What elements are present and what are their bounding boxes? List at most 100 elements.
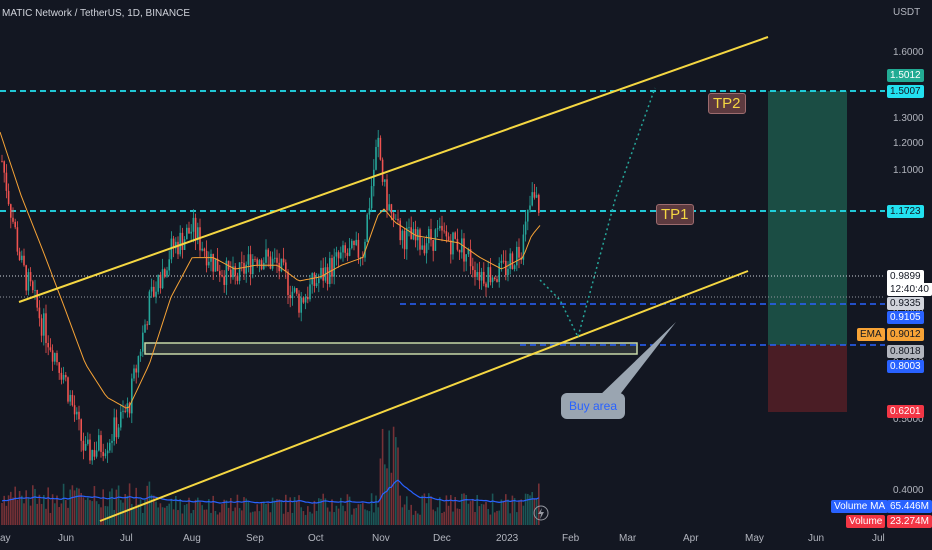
candle-body <box>225 260 228 285</box>
price-tag-last: 0.9899 <box>887 270 924 283</box>
candle-body <box>135 368 137 373</box>
volume-bar <box>436 507 439 525</box>
volume-bar <box>78 488 80 525</box>
candle-body <box>98 435 100 451</box>
volume-bar <box>445 495 448 525</box>
volume-bar <box>357 504 360 525</box>
candle-body <box>157 274 159 292</box>
volume-bar <box>161 507 164 525</box>
buy-area-callout[interactable]: Buy area <box>561 393 626 419</box>
volume-bar <box>148 481 151 525</box>
stop-zone <box>768 345 847 412</box>
candle-body <box>342 245 344 253</box>
candle-body <box>236 275 239 281</box>
candle-body <box>7 190 10 205</box>
candle-body <box>40 318 43 336</box>
candle-body <box>47 342 49 348</box>
volume-bar <box>282 513 285 525</box>
tp1-label[interactable]: TP1 <box>656 204 694 225</box>
volume-bar <box>34 488 36 525</box>
volume-bar <box>489 514 492 525</box>
y-tick-label: 1.3000 <box>893 112 924 124</box>
volume-bar <box>117 485 120 525</box>
volume-bar <box>236 494 239 525</box>
candle-body <box>84 443 87 451</box>
candle-body <box>406 227 408 250</box>
candle-body <box>454 232 456 239</box>
candle-body <box>71 394 74 406</box>
candle-body <box>450 240 452 255</box>
volume-bar <box>18 491 21 525</box>
candle-body <box>320 267 322 279</box>
candle-body <box>258 260 261 265</box>
candle-body <box>23 255 25 266</box>
candle-body <box>441 225 443 231</box>
candle-body <box>287 271 289 296</box>
candle-body <box>494 277 496 280</box>
candle-body <box>21 255 23 261</box>
volume-bar <box>326 507 329 525</box>
x-tick-label: Apr <box>683 533 699 544</box>
volume-bar <box>425 503 428 525</box>
volume-bar <box>498 510 500 525</box>
candle-body <box>366 214 368 242</box>
candle-body <box>368 208 371 215</box>
volume-bar <box>412 514 415 525</box>
candle-body <box>16 227 19 252</box>
volume-bar <box>10 491 12 525</box>
volume-bar <box>58 507 60 525</box>
volume-bar <box>469 501 472 525</box>
volume-bar <box>344 511 346 525</box>
candle-body <box>533 192 536 198</box>
volume-bar <box>223 499 225 525</box>
candle-body <box>214 258 217 272</box>
volume-bar <box>454 496 456 525</box>
candle-body <box>3 161 5 173</box>
volume-bar <box>254 511 256 525</box>
buy-area-box <box>144 342 638 355</box>
volume-bar <box>423 493 426 525</box>
volume-bar <box>335 505 338 525</box>
volume-bar <box>139 499 142 525</box>
volume-bar <box>84 499 87 525</box>
volume-bar <box>351 514 353 525</box>
volume-bar <box>56 495 58 525</box>
tp2-label[interactable]: TP2 <box>708 93 746 114</box>
candle-body <box>100 435 102 452</box>
volume-bar <box>289 497 291 525</box>
candle-body <box>208 261 210 266</box>
candle-body <box>243 262 245 274</box>
volume-ma-value: 65.446M <box>887 500 932 513</box>
volume-bar <box>71 485 74 525</box>
candle-body <box>164 269 166 277</box>
candle-body <box>249 254 252 275</box>
candle-body <box>318 278 320 284</box>
volume-bar <box>32 485 34 525</box>
volume-bar <box>324 498 327 525</box>
x-tick-label: Mar <box>619 533 637 544</box>
candle-body <box>276 257 278 263</box>
volume-bar <box>256 504 258 525</box>
volume-bar <box>518 500 520 525</box>
volume-bar <box>417 513 419 525</box>
ema-label-tag: EMA <box>857 328 885 341</box>
volume-bar <box>450 495 452 525</box>
volume-bar <box>483 504 485 525</box>
x-tick-label: May <box>745 533 764 544</box>
volume-bar <box>197 497 199 525</box>
volume-bar <box>45 508 47 525</box>
candle-body <box>153 286 155 297</box>
candle-body <box>428 229 430 244</box>
volume-ma-line <box>1 479 540 504</box>
candle-body <box>509 253 511 269</box>
volume-bar <box>403 504 406 525</box>
candle-body <box>447 236 450 241</box>
volume-bar <box>430 496 432 525</box>
candle-body <box>395 218 397 220</box>
volume-value: 23.274M <box>887 515 932 528</box>
candle-body <box>142 332 144 352</box>
candle-body <box>421 245 423 250</box>
volume-bar <box>487 509 489 525</box>
candle-body <box>104 453 107 457</box>
